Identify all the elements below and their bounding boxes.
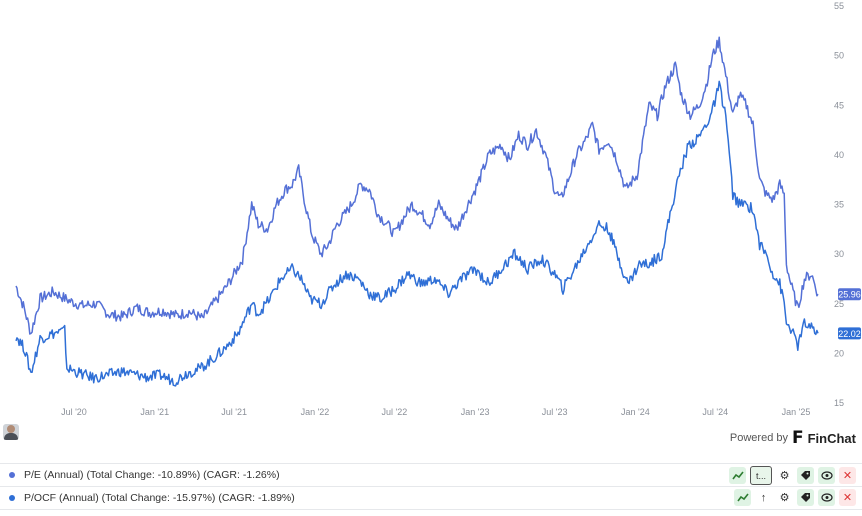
- eye-icon[interactable]: [818, 489, 835, 506]
- x-tick-label: Jul '20: [61, 407, 87, 417]
- x-tick-label: Jan '22: [301, 407, 330, 417]
- legend-text-pe: P/E (Annual) (Total Change: -10.89%) (CA…: [24, 469, 280, 481]
- gear-icon[interactable]: ⚙: [779, 492, 790, 504]
- legend-dot-pocf: [9, 495, 15, 501]
- last-value-label-pe: 25.96: [838, 290, 861, 300]
- legend-row-pe: P/E (Annual) (Total Change: -10.89%) (CA…: [0, 463, 862, 486]
- x-tick-label: Jul '21: [221, 407, 247, 417]
- powered-by-label: Powered by: [729, 432, 788, 444]
- y-tick-label: 20: [834, 348, 844, 358]
- series-line-pocf: [15, 80, 819, 387]
- trend-icon[interactable]: [734, 489, 751, 506]
- axis-toggle-button[interactable]: t...: [750, 466, 772, 485]
- x-tick-label: Jul '23: [542, 407, 568, 417]
- x-tick-label: Jan '24: [621, 407, 650, 417]
- chart-canvas: 15 20 25 30 35 40 45 50 55 Jul '20 Jan '21 Jul '21 J…: [15, 1, 861, 417]
- y-tick-label: 45: [834, 100, 844, 110]
- eye-icon[interactable]: [818, 467, 835, 484]
- y-tick-label: 30: [834, 249, 844, 259]
- x-tick-label: Jul '22: [382, 407, 408, 417]
- tag-icon[interactable]: [797, 467, 814, 484]
- y-tick-label: 55: [834, 1, 844, 11]
- y-tick-label: 35: [834, 200, 844, 210]
- trend-icon[interactable]: [729, 467, 746, 484]
- y-tick-label: 15: [834, 398, 844, 408]
- last-value-badge-pocf: [838, 327, 861, 340]
- last-value-label-pocf: 22.02: [838, 329, 861, 339]
- tag-icon[interactable]: [797, 489, 814, 506]
- x-tick-label: Jan '23: [461, 407, 490, 417]
- y-tick-label: 50: [834, 51, 844, 61]
- close-icon[interactable]: ✕: [839, 467, 856, 484]
- last-value-badge-pe: [838, 288, 861, 301]
- y-tick-label: 40: [834, 150, 844, 160]
- avatar-shirt: [4, 433, 18, 440]
- gear-icon[interactable]: ⚙: [779, 470, 790, 482]
- user-avatar[interactable]: [3, 424, 19, 440]
- axis-toggle-button[interactable]: ↑: [760, 491, 767, 504]
- series-line-pe: [15, 36, 819, 335]
- finchat-name: FinChat: [807, 430, 856, 446]
- powered-by: Powered by F FinChat: [730, 428, 856, 448]
- close-icon[interactable]: ✕: [839, 489, 856, 506]
- y-tick-label: 25: [834, 299, 844, 309]
- avatar-head: [7, 425, 15, 433]
- finchat-logo-icon: F: [791, 428, 804, 448]
- x-tick-label: Jan '25: [782, 407, 811, 417]
- legend-dot-pe: [9, 472, 15, 478]
- x-tick-label: Jan '21: [140, 407, 169, 417]
- legend-text-pocf: P/OCF (Annual) (Total Change: -15.97%) (…: [24, 492, 295, 504]
- x-tick-label: Jul '24: [702, 407, 728, 417]
- legend-row-pocf: P/OCF (Annual) (Total Change: -15.97%) (…: [0, 486, 862, 510]
